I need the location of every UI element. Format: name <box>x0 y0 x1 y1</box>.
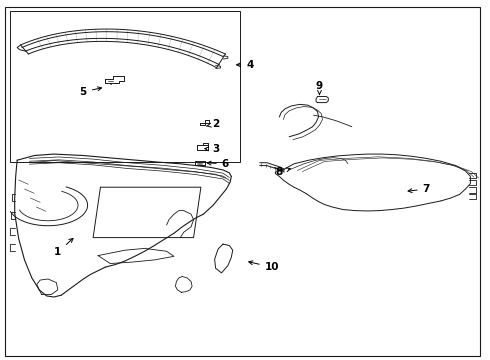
Text: 10: 10 <box>249 261 279 272</box>
Text: 1: 1 <box>54 238 73 257</box>
Text: 3: 3 <box>205 144 219 154</box>
Text: 9: 9 <box>316 81 323 95</box>
Text: 5: 5 <box>80 87 101 97</box>
Bar <box>10 11 240 162</box>
Text: 6: 6 <box>207 159 229 169</box>
Text: 4: 4 <box>237 60 254 70</box>
Text: 2: 2 <box>206 119 219 129</box>
Text: 7: 7 <box>408 184 430 194</box>
Text: 8: 8 <box>276 167 290 177</box>
